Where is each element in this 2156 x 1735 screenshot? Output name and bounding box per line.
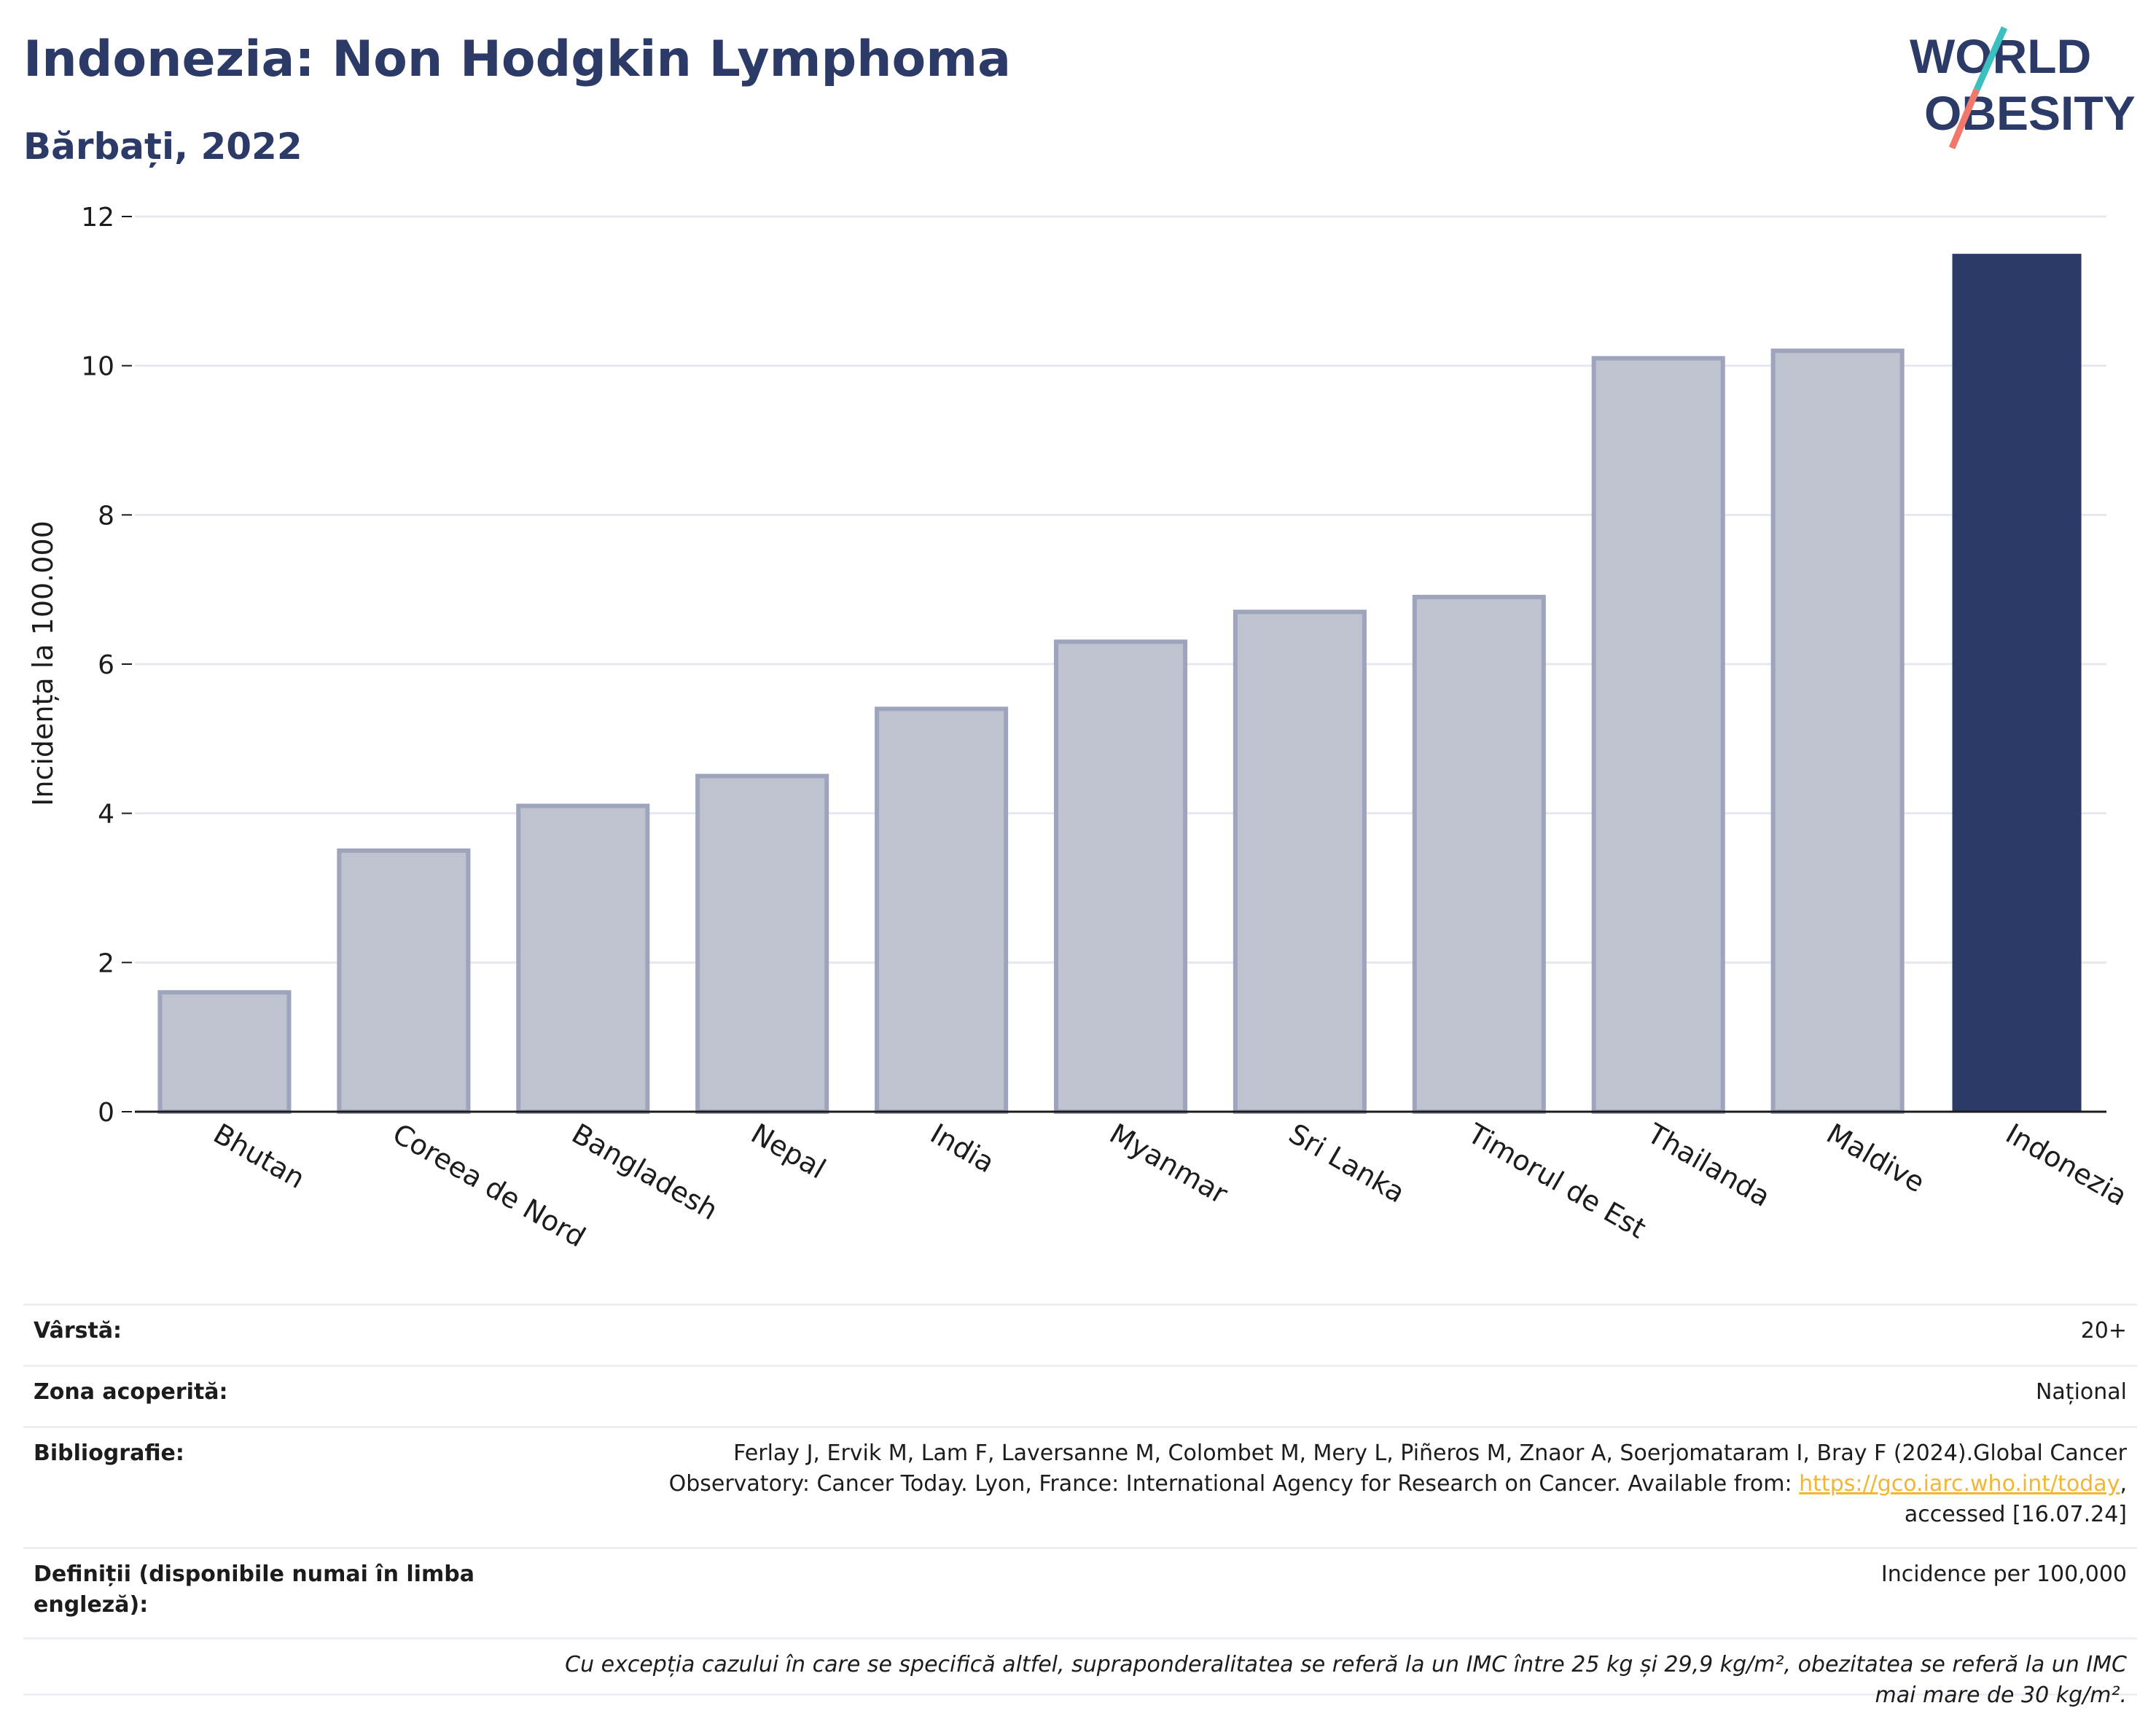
chart-title: Indonezia: Non Hodgkin Lymphoma	[23, 31, 1012, 88]
bar-timorul-de-est	[1412, 594, 1546, 1114]
logo-graphic: WORLD OBESITY	[1910, 26, 2136, 149]
bar-coreea-de-nord	[337, 848, 471, 1115]
bibliography-text-3: ,	[2120, 1471, 2127, 1497]
definitions-value: Incidence per 100,000	[1880, 1562, 2127, 1587]
y-tick-label: 10	[81, 352, 114, 382]
definitions-label: Definiții (disponibile numai în limba en…	[34, 1562, 474, 1618]
y-tick-label: 8	[98, 501, 114, 531]
info-row-note: Cu excepția cazului în care se specifică…	[23, 1637, 2137, 1708]
info-row-definitions: Definiții (disponibile numai în limba en…	[23, 1547, 2137, 1637]
bar-indonezia	[1952, 254, 2082, 1112]
bar-bangladesh	[516, 803, 650, 1115]
y-tick-label: 12	[81, 203, 114, 233]
x-tick-label: Timorul de Est	[1462, 1117, 1652, 1244]
area-value: Național	[2035, 1379, 2127, 1405]
bar-maldive	[1770, 348, 1905, 1115]
bibliography-text-1: Ferlay J, Ervik M, Lam F, Laversanne M, …	[733, 1440, 2127, 1466]
bar-sri-lanka	[1233, 609, 1367, 1114]
info-table: Vârstă: 20+ Zona acoperită: Național Bib…	[23, 1303, 2137, 1708]
info-row-bibliography: Bibliografie: Ferlay J, Ervik M, Lam F, …	[23, 1426, 2137, 1547]
bar-nepal	[695, 773, 829, 1114]
logo-slash-teal	[1973, 26, 2008, 91]
bar-myanmar	[1053, 639, 1188, 1114]
info-row-age: Vârstă: 20+	[23, 1303, 2137, 1365]
bar-layer	[157, 254, 2082, 1115]
bar-bhutan	[157, 990, 292, 1115]
x-tick-label: Nepal	[746, 1118, 831, 1185]
y-tick-label: 2	[98, 948, 114, 978]
x-tick-label: Maldive	[1821, 1118, 1930, 1199]
bibliography-text-4: accessed [16.07.24]	[1904, 1502, 2127, 1527]
x-tick-label: Coreea de Nord	[387, 1118, 590, 1254]
y-axis-label: Incidența la 100.000	[27, 520, 59, 806]
bibliography-link[interactable]: https://gco.iarc.who.int/today	[1799, 1471, 2120, 1497]
info-row-area: Zona acoperită: Național	[23, 1365, 2137, 1426]
chart-subtitle: Bărbați, 2022	[23, 125, 302, 168]
age-label: Vârstă:	[34, 1318, 122, 1344]
area-label: Zona acoperită:	[34, 1379, 228, 1405]
x-tick-label: Myanmar	[1104, 1118, 1233, 1211]
y-tick-label: 6	[98, 650, 114, 680]
bibliography-text-2: Observatory: Cancer Today. Lyon, France:…	[668, 1471, 1800, 1497]
world-obesity-logo: WORLD OBESITY	[1895, 20, 2143, 159]
x-tick-label: Indonezia	[2001, 1118, 2133, 1212]
x-tick-label: Sri Lanka	[1284, 1118, 1410, 1209]
x-tick-label: India	[925, 1118, 1000, 1180]
age-value: 20+	[2080, 1318, 2127, 1344]
x-tick-label: Bangladesh	[566, 1118, 723, 1227]
bmi-note: Cu excepția cazului în care se specifică…	[565, 1652, 2127, 1708]
x-tick-label: Thailanda	[1641, 1117, 1776, 1213]
logo-slash-coral	[1948, 88, 1980, 149]
y-tick-label: 0	[98, 1098, 114, 1128]
bar-thailanda	[1591, 356, 1725, 1114]
bibliography-label: Bibliografie:	[34, 1440, 184, 1466]
x-tick-label: Bhutan	[208, 1118, 310, 1195]
bibliography-value: Ferlay J, Ervik M, Lam F, Laversanne M, …	[669, 1438, 2127, 1537]
bar-india	[875, 706, 1009, 1114]
y-tick-label: 4	[98, 800, 114, 830]
